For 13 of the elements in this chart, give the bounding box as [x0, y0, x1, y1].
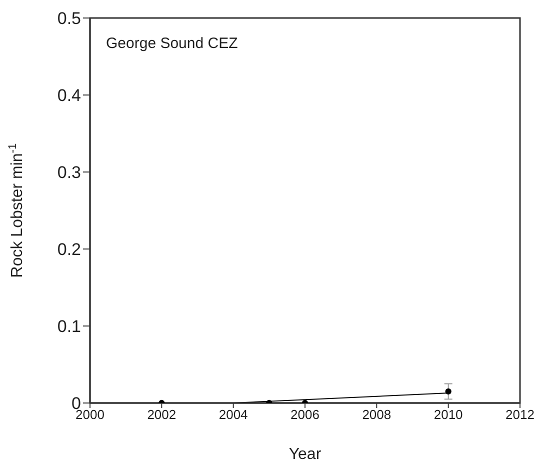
y-tick-label: 0.5: [57, 9, 81, 28]
y-tick-label: 0.3: [57, 163, 81, 182]
x-axis-title: Year: [288, 446, 322, 463]
x-tick-label: 2002: [147, 407, 176, 422]
y-tick-label: 0.4: [57, 86, 81, 106]
x-tick-label: 2010: [434, 407, 463, 422]
x-tick-label: 2012: [506, 407, 534, 422]
annotation: George Sound CEZ: [106, 35, 238, 52]
x-tick-label: 2004: [218, 407, 248, 422]
x-tick-label: 2006: [290, 407, 320, 422]
y-tick-label: 0.1: [57, 317, 81, 336]
y-tick-label: 0.2: [57, 240, 81, 260]
x-tick-label: 2008: [362, 407, 392, 422]
